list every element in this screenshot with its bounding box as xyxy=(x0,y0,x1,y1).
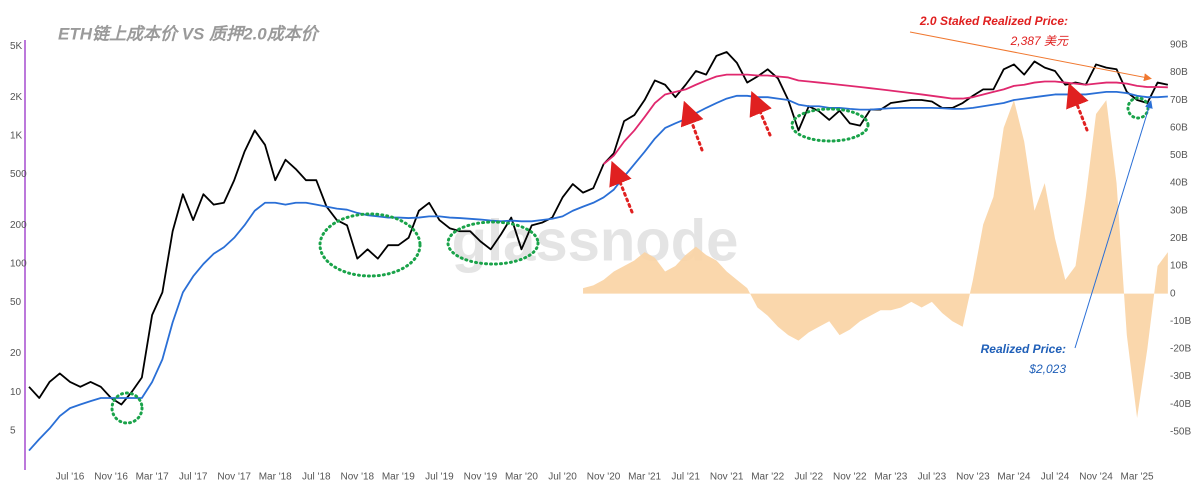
annotation-arrow xyxy=(1074,100,1153,349)
y2-tick-label: -30B xyxy=(1170,371,1191,382)
x-tick-label: Nov '16 xyxy=(94,472,128,483)
y-tick-label: 500 xyxy=(10,169,27,180)
y2-tick-label: -40B xyxy=(1170,399,1191,410)
price-line xyxy=(28,90,1168,452)
x-tick-label: Nov '20 xyxy=(587,472,621,483)
x-tick-label: Mar '19 xyxy=(382,472,415,483)
plot-area xyxy=(28,51,1169,452)
y-tick-label: 1K xyxy=(10,130,23,141)
y-tick-label: 2K xyxy=(10,92,23,103)
x-tick-label: Mar '25 xyxy=(1121,472,1154,483)
annotation: 2.0 Staked Realized Price: xyxy=(919,14,1068,28)
x-tick-label: Jul '19 xyxy=(425,472,454,483)
x-tick-label: Mar '24 xyxy=(997,472,1030,483)
y2-tick-label: -10B xyxy=(1170,316,1191,327)
x-tick-label: Jul '24 xyxy=(1041,472,1070,483)
y2-tick-label: 50B xyxy=(1170,150,1188,161)
highlight-ellipses xyxy=(110,96,1150,425)
x-tick-label: Mar '20 xyxy=(505,472,538,483)
y2-tick-label: 90B xyxy=(1170,40,1188,51)
x-tick-label: Jul '18 xyxy=(302,472,331,483)
annotation: 2,387 美元 xyxy=(1010,34,1069,48)
x-tick-label: Jul '21 xyxy=(671,472,700,483)
x-tick-label: Mar '23 xyxy=(874,472,907,483)
y-tick-label: 200 xyxy=(10,220,27,231)
x-tick-label: Jul '16 xyxy=(56,472,85,483)
y-tick-label: 5K xyxy=(10,41,23,52)
chart-title: ETH链上成本价 VS 质押2.0成本价 xyxy=(58,24,321,43)
y-tick-label: 20 xyxy=(10,348,22,359)
y2-tick-label: 80B xyxy=(1170,67,1188,78)
y2-tick-label: -20B xyxy=(1170,344,1191,355)
x-tick-label: Nov '17 xyxy=(217,472,251,483)
annotation: Realized Price: xyxy=(981,342,1066,356)
x-tick-label: Mar '17 xyxy=(136,472,169,483)
x-tick-label: Nov '19 xyxy=(464,472,498,483)
y2-tick-label: 10B xyxy=(1170,261,1188,272)
y2-tick-label: 30B xyxy=(1170,205,1188,216)
annotation: $2,023 xyxy=(1028,362,1066,376)
y2-tick-label: 0 xyxy=(1170,288,1176,299)
x-tick-label: Nov '21 xyxy=(710,472,744,483)
x-tick-label: Mar '18 xyxy=(259,472,292,483)
flow-area xyxy=(583,100,1168,419)
x-tick-label: Nov '23 xyxy=(956,472,990,483)
y2-tick-label: 60B xyxy=(1170,122,1188,133)
price-line xyxy=(28,51,1169,406)
x-tick-label: Nov '22 xyxy=(833,472,867,483)
y-tick-label: 50 xyxy=(10,297,22,308)
annotation-arrow xyxy=(909,31,1152,82)
y2-tick-label: 70B xyxy=(1170,95,1188,106)
y2-tick-label: 20B xyxy=(1170,233,1188,244)
x-tick-label: Nov '24 xyxy=(1079,472,1113,483)
y2-tick-label: 40B xyxy=(1170,178,1188,189)
x-tick-label: Jul '17 xyxy=(179,472,208,483)
red-arrows xyxy=(609,82,1089,214)
y-tick-label: 10 xyxy=(10,387,22,398)
x-tick-label: Jul '23 xyxy=(918,472,947,483)
x-tick-label: Jul '22 xyxy=(794,472,823,483)
y2-tick-label: -50B xyxy=(1170,426,1191,437)
x-tick-label: Jul '20 xyxy=(548,472,577,483)
y-tick-label: 5 xyxy=(10,425,16,436)
y-tick-label: 100 xyxy=(10,259,27,270)
x-tick-label: Mar '22 xyxy=(751,472,784,483)
x-tick-label: Mar '21 xyxy=(628,472,661,483)
x-tick-label: Nov '18 xyxy=(341,472,375,483)
